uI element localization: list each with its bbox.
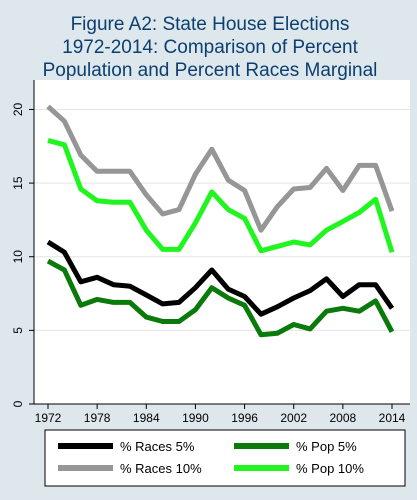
y-tick-label: 5 bbox=[11, 327, 25, 334]
x-tick-label: 1984 bbox=[133, 411, 160, 425]
y-tick-label: 0 bbox=[11, 400, 25, 407]
legend-box bbox=[44, 429, 406, 487]
y-tick-label: 20 bbox=[11, 102, 25, 116]
legend: % Races 5% % Pop 5% % Races 10% % Pop 10% bbox=[58, 439, 364, 476]
x-tick-label: 1978 bbox=[84, 411, 111, 425]
x-axis-ticks: 1972 1978 1984 1990 1996 2002 2008 2014 bbox=[35, 404, 406, 425]
series-line-races-5 bbox=[46, 239, 395, 317]
y-tick-label: 15 bbox=[11, 176, 25, 190]
series-line-races-10 bbox=[46, 104, 395, 233]
series-line-pop-5 bbox=[46, 258, 395, 338]
title-line-1: Figure A2: State House Elections bbox=[71, 14, 350, 35]
legend-label: % Races 10% bbox=[120, 461, 202, 476]
x-tick-label: 1996 bbox=[231, 411, 258, 425]
series-line-pop-10 bbox=[47, 137, 395, 254]
x-tick-label: 2014 bbox=[379, 411, 406, 425]
x-tick-label: 1990 bbox=[182, 411, 209, 425]
legend-label: % Pop 5% bbox=[296, 439, 357, 454]
x-tick-label: 1972 bbox=[35, 411, 62, 425]
x-tick-label: 2008 bbox=[330, 411, 357, 425]
plot-area bbox=[34, 80, 410, 404]
series-lines bbox=[46, 104, 395, 338]
chart-title: Figure A2: State House Elections 1972-20… bbox=[43, 14, 378, 81]
title-line-3: Population and Percent Races Marginal bbox=[43, 60, 378, 81]
y-tick-label: 10 bbox=[11, 250, 25, 264]
legend-label: % Races 5% bbox=[120, 439, 195, 454]
legend-label: % Pop 10% bbox=[296, 461, 364, 476]
y-axis-ticks: 0 5 10 15 20 bbox=[11, 102, 34, 407]
x-tick-label: 2002 bbox=[280, 411, 307, 425]
title-line-2: 1972-2014: Comparison of Percent bbox=[62, 37, 358, 58]
